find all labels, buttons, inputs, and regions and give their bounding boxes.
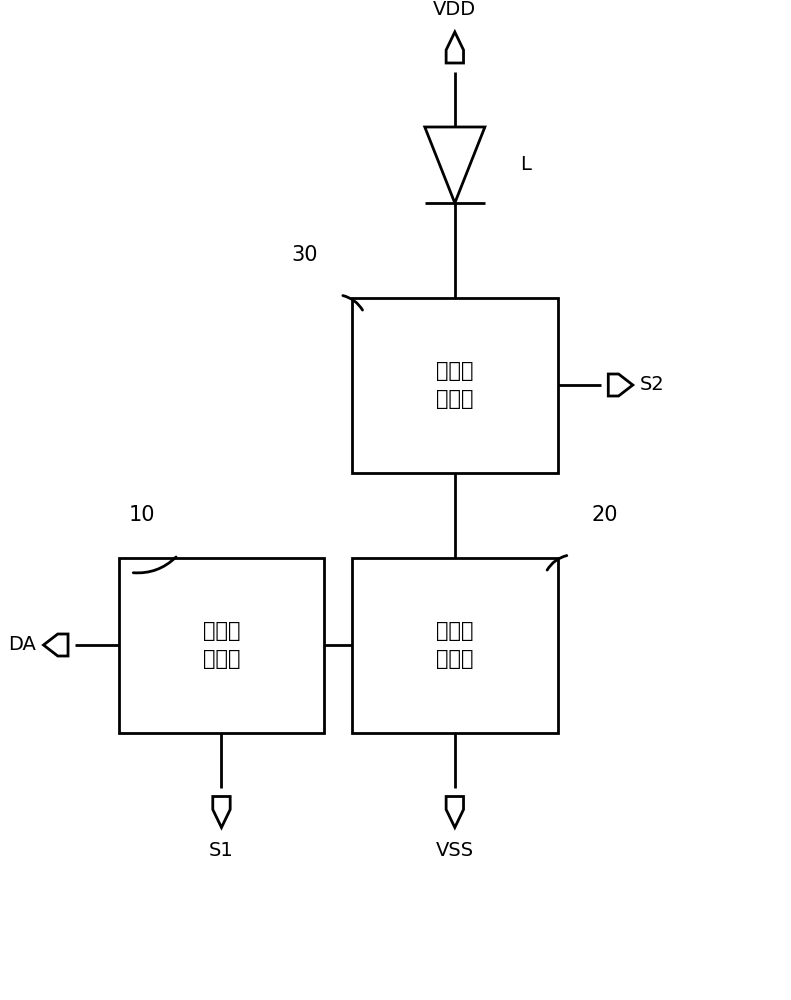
- Text: 20: 20: [592, 505, 619, 525]
- Bar: [119, 558, 324, 732]
- Text: VDD: VDD: [433, 0, 476, 19]
- Text: L: L: [520, 155, 532, 174]
- Text: 数据写
入电路: 数据写 入电路: [202, 621, 240, 669]
- Text: 驱动控
制电路: 驱动控 制电路: [436, 621, 474, 669]
- Text: VSS: VSS: [436, 840, 474, 860]
- Bar: [352, 298, 558, 473]
- Polygon shape: [425, 127, 485, 203]
- Polygon shape: [446, 796, 464, 828]
- Text: 30: 30: [291, 245, 318, 265]
- Polygon shape: [213, 796, 230, 828]
- Text: 发光控
制电路: 发光控 制电路: [436, 361, 474, 409]
- Text: S1: S1: [209, 840, 234, 860]
- Text: 10: 10: [129, 505, 156, 525]
- Text: DA: DA: [9, 636, 36, 654]
- Bar: [352, 558, 558, 732]
- Polygon shape: [608, 374, 633, 396]
- Text: S2: S2: [640, 375, 664, 394]
- Polygon shape: [44, 634, 68, 656]
- Polygon shape: [446, 32, 464, 63]
